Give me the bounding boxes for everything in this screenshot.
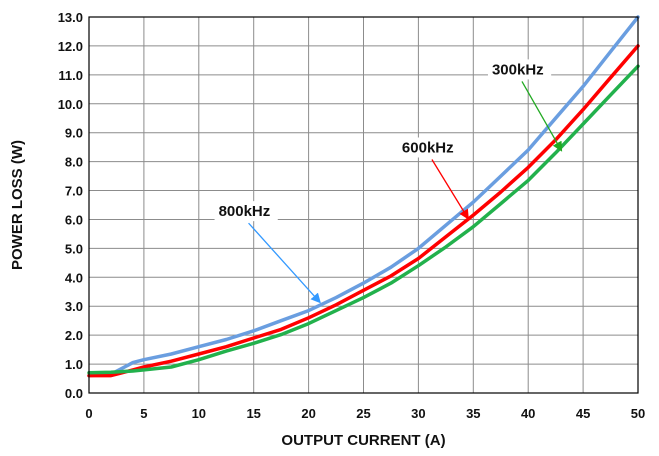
y-tick-label: 2.0 — [65, 328, 83, 343]
x-tick-label: 35 — [466, 406, 480, 421]
annotation-label-bg-800khz — [214, 201, 278, 222]
x-tick-label: 20 — [301, 406, 315, 421]
y-tick-label: 1.0 — [65, 357, 83, 372]
y-tick-label: 11.0 — [58, 68, 83, 83]
y-axis-ticks: 0.0 1.0 2.0 3.0 4.0 5.0 6.0 7.0 8.0 9.0 10.0 11.0 12… — [58, 10, 83, 401]
grid — [88, 16, 639, 394]
series-line-800khz — [87, 15, 640, 378]
y-tick-label: 8.0 — [65, 155, 83, 170]
series-lines — [87, 15, 640, 378]
annotation-arrow-800khz — [248, 222, 321, 304]
annotation-arrow-300khz — [521, 81, 563, 152]
y-tick-label: 4.0 — [65, 270, 83, 285]
x-tick-label: 0 — [85, 406, 92, 421]
x-tick-label: 40 — [521, 406, 535, 421]
y-tick-label: 5.0 — [65, 241, 83, 256]
y-tick-label: 10.0 — [58, 97, 83, 112]
y-tick-label: 12.0 — [58, 39, 83, 54]
x-tick-label: 45 — [576, 406, 590, 421]
y-tick-label: 9.0 — [65, 126, 83, 141]
annotation-label-bg-300khz — [487, 59, 552, 80]
series-line-600khz — [87, 44, 640, 378]
x-axis-title: OUTPUT CURRENT (A) — [281, 432, 445, 449]
annotations: 800kHz 600kHz 300kHz — [214, 59, 563, 304]
x-tick-label: 10 — [192, 406, 206, 421]
annotation-label-300khz: 300kHz — [492, 61, 544, 78]
plot-frame — [88, 16, 639, 394]
y-tick-label: 3.0 — [65, 299, 83, 314]
series-line-300khz — [87, 64, 640, 375]
y-tick-label: 7.0 — [65, 184, 83, 199]
y-axis-title: POWER LOSS (W) — [9, 140, 26, 270]
y-tick-label: 0.0 — [65, 386, 83, 401]
annotation-arrow-600khz — [431, 159, 469, 220]
annotation-label-600khz: 600kHz — [402, 139, 454, 156]
x-tick-label: 50 — [631, 406, 645, 421]
x-tick-label: 25 — [356, 406, 370, 421]
x-tick-label: 15 — [246, 406, 260, 421]
annotation-label-800khz: 800kHz — [219, 203, 271, 220]
y-tick-label: 13.0 — [58, 10, 83, 25]
x-tick-label: 5 — [140, 406, 147, 421]
annotation-label-bg-600khz — [397, 137, 462, 158]
y-tick-label: 6.0 — [65, 212, 83, 227]
x-tick-label: 30 — [411, 406, 425, 421]
x-axis-ticks: 0 5 10 15 20 25 30 35 40 45 50 — [85, 406, 645, 421]
